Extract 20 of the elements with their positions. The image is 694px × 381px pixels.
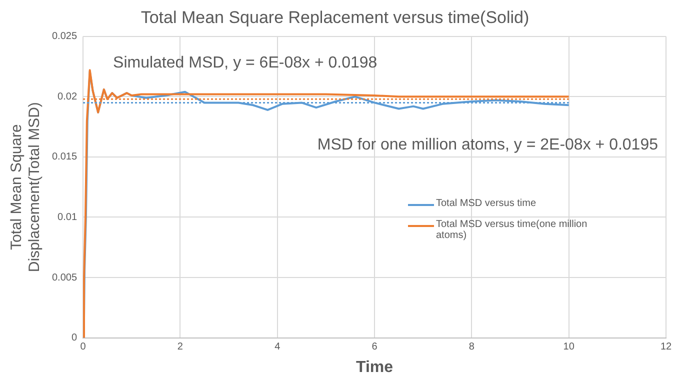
y-tick-label: 0.01 [58,212,78,223]
y-tick-label: 0 [71,332,78,344]
legend-label: Total MSD versus time [436,198,536,209]
annotation: Simulated MSD, y = 6E-08x + 0.0198 [113,54,378,72]
x-tick-label: 6 [372,342,378,353]
x-tick-label: 0 [80,342,86,353]
x-tick-label: 10 [563,342,575,353]
chart-title: Total Mean Square Replacement versus time(Solid) [140,8,530,27]
x-tick-label: 4 [274,342,281,353]
x-axis-title: Time [356,358,394,376]
y-axis-title: Total Mean Square Displacement(Total MSD) [8,102,44,272]
x-tick-label: 2 [177,342,184,353]
y-tick-label: 0.005 [52,272,78,284]
y-tick-label: 0.02 [58,91,78,102]
y-tick-label: 0.015 [52,152,78,163]
legend-label: Total MSD versus time(one million atoms) [436,219,588,241]
x-tick-label: 12 [660,342,672,353]
y-tick-label: 0.025 [52,31,78,42]
x-tick-label: 8 [468,342,475,353]
annotation: MSD for one million atoms, y = 2E-08x + 0.0195 [317,136,658,154]
